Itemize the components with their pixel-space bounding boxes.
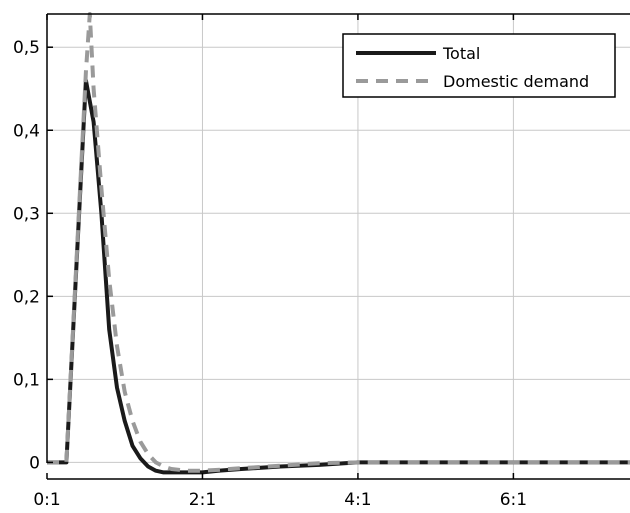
series-line-domestic-demand — [47, 12, 630, 473]
y-tick-label: 0,4 — [13, 121, 40, 141]
legend-box — [342, 33, 616, 98]
legend-label-total: Total — [442, 44, 480, 63]
x-tick-label: 2:1 — [189, 490, 216, 510]
x-tick-label: 4:1 — [344, 490, 371, 510]
x-tick-label: 0:1 — [33, 490, 60, 510]
y-tick-label: 0,2 — [13, 287, 40, 307]
tick-labels: 0:1 2:1 4:1 6:1 0 0,1 0,2 0,3 0,4 0,5 — [13, 14, 527, 510]
y-tick-label: 0,1 — [13, 370, 40, 390]
legend: Total Domestic demand — [342, 33, 616, 98]
series-lines — [47, 12, 630, 475]
y-tick-label: 0,5 — [13, 38, 40, 58]
y-tick-label: 0,3 — [13, 204, 40, 224]
x-tick-label: 6:1 — [500, 490, 527, 510]
y-tick-label: 0 — [29, 453, 40, 473]
legend-label-domestic-demand: Domestic demand — [443, 72, 589, 91]
axes — [46, 13, 630, 480]
